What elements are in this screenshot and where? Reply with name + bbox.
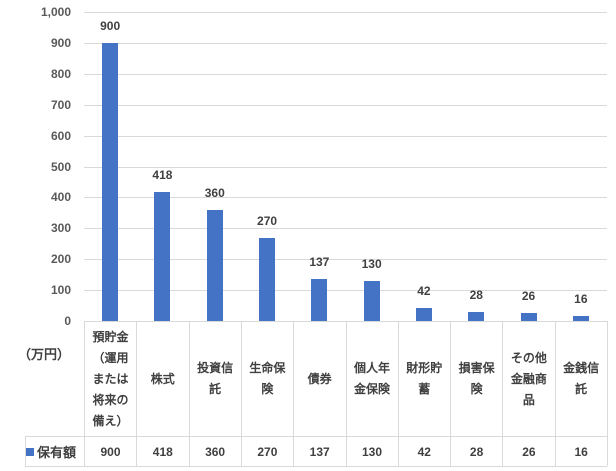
legend-swatch-icon bbox=[26, 447, 34, 456]
y-tick-label: 500 bbox=[50, 159, 71, 174]
category-label: 預貯金（運用または将来の備え） bbox=[92, 329, 129, 428]
y-tick-label: 1,000 bbox=[40, 5, 71, 19]
y-tick-label: 100 bbox=[50, 283, 71, 298]
table-value-cell: 42 bbox=[417, 444, 431, 459]
gridline bbox=[84, 167, 607, 168]
gridline bbox=[84, 259, 607, 260]
table-value-cell: 137 bbox=[309, 444, 330, 459]
gridline bbox=[84, 43, 607, 44]
table-border bbox=[555, 321, 556, 466]
table-border bbox=[25, 436, 607, 437]
table-border bbox=[25, 466, 607, 467]
category-label: 個人年金保険 bbox=[353, 361, 390, 396]
data-label: 42 bbox=[417, 284, 431, 299]
data-label: 137 bbox=[309, 254, 330, 269]
category-label: 債券 bbox=[307, 371, 332, 386]
table-value-cell: 418 bbox=[152, 444, 173, 459]
bar bbox=[363, 280, 380, 321]
table-border bbox=[346, 321, 347, 466]
table-border bbox=[398, 321, 399, 466]
data-label: 900 bbox=[100, 18, 121, 33]
table-value-cell: 26 bbox=[522, 444, 536, 459]
y-tick-label: 600 bbox=[50, 128, 71, 143]
table-value-cell: 28 bbox=[469, 444, 484, 459]
y-tick-label: 400 bbox=[50, 190, 71, 205]
bar bbox=[259, 237, 276, 321]
table-border bbox=[607, 321, 608, 466]
table-border bbox=[189, 321, 190, 466]
table-border bbox=[293, 321, 294, 466]
bar bbox=[468, 312, 485, 321]
legend-label: 保有額 bbox=[37, 446, 77, 461]
y-tick-label: 200 bbox=[50, 252, 71, 267]
table-border bbox=[136, 321, 137, 466]
table-border bbox=[241, 321, 242, 466]
bar bbox=[102, 42, 119, 321]
category-label: 生命保険 bbox=[249, 361, 286, 396]
category-label: 財形貯蓄 bbox=[406, 361, 443, 396]
y-axis-unit-label: （万円） bbox=[18, 348, 71, 363]
bar bbox=[572, 316, 589, 321]
table-border bbox=[502, 321, 503, 466]
gridline bbox=[84, 74, 607, 75]
table-value-cell: 130 bbox=[361, 444, 383, 459]
bar bbox=[154, 191, 171, 321]
gridline bbox=[84, 228, 607, 229]
gridline bbox=[84, 136, 607, 137]
category-label: 投資信託 bbox=[197, 361, 234, 396]
bar bbox=[311, 278, 328, 321]
bar bbox=[206, 209, 223, 321]
table-border bbox=[84, 321, 607, 322]
category-label: 株式 bbox=[150, 371, 175, 386]
data-label: 28 bbox=[469, 288, 483, 303]
legend-entry: 保有額 bbox=[26, 437, 76, 466]
gridline bbox=[84, 12, 607, 13]
bar bbox=[415, 308, 432, 321]
table-border bbox=[84, 321, 85, 466]
y-tick-label: 700 bbox=[50, 97, 71, 112]
gridline bbox=[84, 197, 607, 198]
bar bbox=[520, 312, 537, 321]
category-label: その他金融商品 bbox=[510, 350, 547, 407]
table-value-cell: 270 bbox=[257, 444, 278, 459]
table-value-cell: 360 bbox=[205, 444, 226, 459]
data-label: 418 bbox=[152, 167, 173, 182]
data-label: 16 bbox=[574, 292, 588, 307]
y-tick-label: 800 bbox=[50, 66, 71, 81]
data-label: 130 bbox=[361, 256, 382, 271]
gridline bbox=[84, 105, 607, 106]
table-border bbox=[25, 436, 26, 466]
y-tick-label: 300 bbox=[50, 221, 71, 236]
y-tick-label: 0 bbox=[64, 314, 71, 328]
data-label: 26 bbox=[521, 288, 536, 303]
data-label: 270 bbox=[257, 213, 278, 228]
y-tick-label: 900 bbox=[50, 35, 71, 50]
category-label: 損害保険 bbox=[458, 361, 495, 396]
table-value-cell: 900 bbox=[100, 444, 121, 459]
table-border bbox=[450, 321, 451, 466]
data-label: 360 bbox=[204, 185, 225, 200]
category-label: 金銭信託 bbox=[563, 361, 600, 396]
gridline bbox=[84, 290, 607, 291]
table-value-cell: 16 bbox=[574, 444, 588, 459]
